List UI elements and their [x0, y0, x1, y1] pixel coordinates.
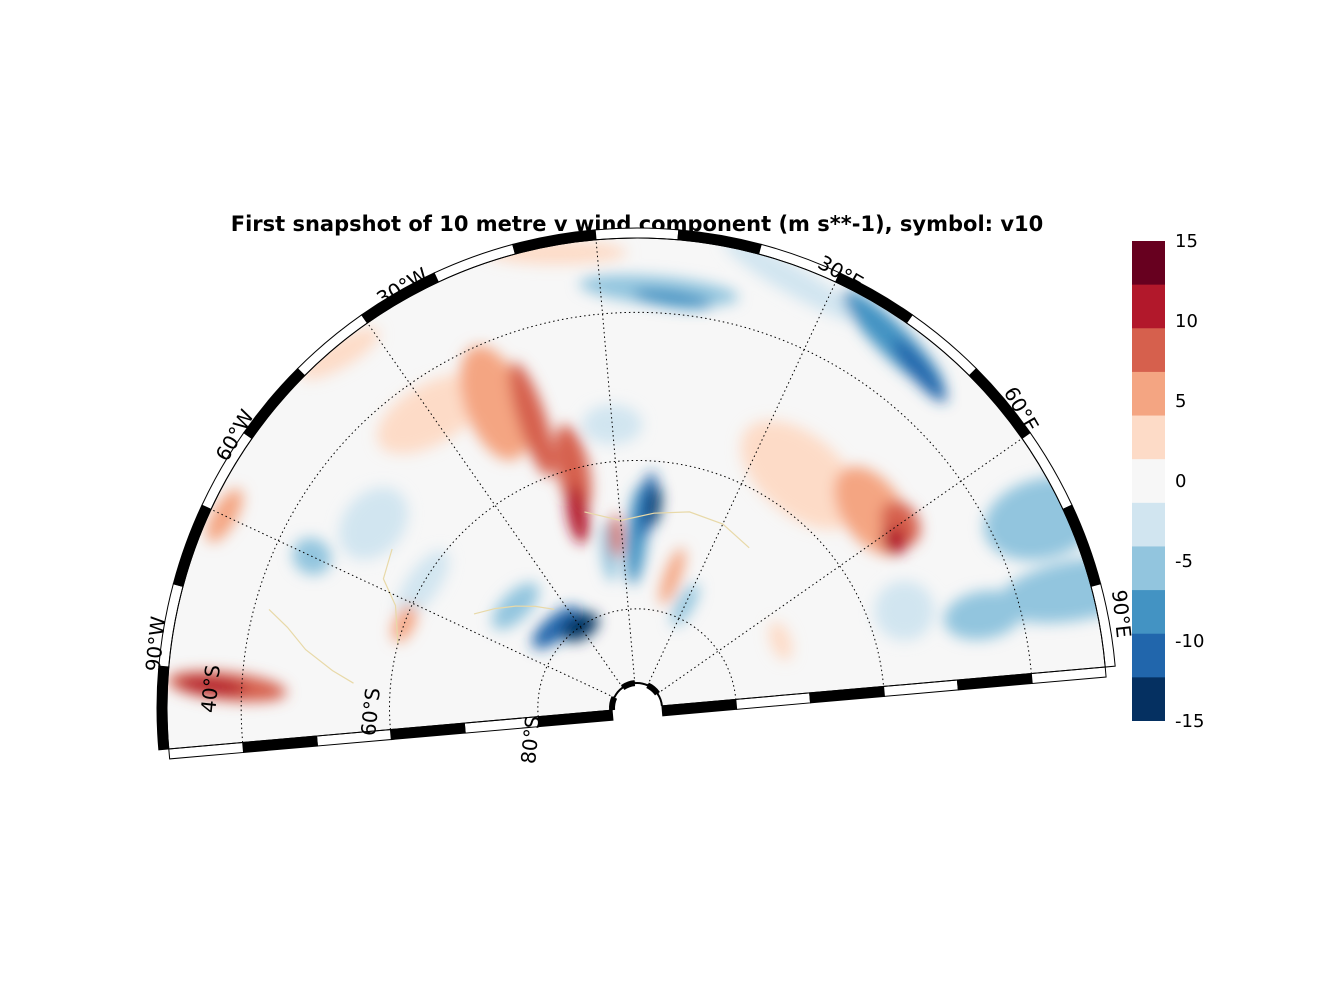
- colorbar-segment: [1132, 677, 1165, 721]
- field-patch: [566, 484, 589, 544]
- parallel: [240, 311, 1032, 743]
- field-patch: [943, 590, 1024, 640]
- field-patch: [881, 527, 907, 555]
- map-frame: [156, 227, 1116, 760]
- colorbar-segment: [1132, 546, 1165, 591]
- field-patch: [509, 362, 555, 477]
- field-patch: [671, 583, 700, 626]
- graticule: [210, 239, 1032, 743]
- field-patch: [633, 289, 713, 309]
- field-patch: [659, 548, 686, 605]
- colorbar-tick-5: 5: [1175, 391, 1187, 412]
- lat-label-80s: 80°S: [516, 715, 545, 765]
- field-patch: [648, 485, 662, 526]
- field-patch: [177, 676, 247, 695]
- colorbar-tick-m5: -5: [1175, 551, 1193, 572]
- lat-label-60s: 60°S: [356, 687, 385, 737]
- colorbar-segment: [1132, 415, 1165, 460]
- coastline: [473, 605, 555, 615]
- field-patch: [740, 420, 860, 530]
- field-patch: [893, 339, 947, 403]
- colorbar-segment: [1132, 502, 1165, 547]
- coastline: [584, 511, 750, 549]
- lon-label-90e: 90°E: [1107, 589, 1136, 639]
- lat-label-40s: 40°S: [196, 664, 225, 714]
- colorbar-segment: [1132, 590, 1165, 635]
- colorbar-segment: [1132, 459, 1165, 504]
- field-patch: [874, 580, 935, 641]
- colorbar-tick-m15: -15: [1175, 711, 1205, 732]
- colorbar-tick-10: 10: [1175, 311, 1198, 332]
- colorbar-tick-0: 0: [1175, 471, 1187, 492]
- field-patch: [768, 621, 793, 661]
- field-patch: [339, 487, 408, 560]
- coastline: [268, 608, 354, 684]
- parallel: [537, 608, 737, 717]
- colorbar-tick-m10: -10: [1175, 631, 1205, 652]
- wind-field: [167, 237, 1106, 749]
- field-patch: [723, 238, 863, 323]
- colorbar-segment: [1132, 241, 1165, 286]
- field-patch: [392, 604, 417, 643]
- field-patch: [396, 550, 450, 619]
- field-patch: [609, 514, 622, 558]
- lon-label-90w: 90°W: [141, 615, 171, 673]
- colorbar-segment: [1132, 328, 1165, 373]
- field-patch: [300, 328, 380, 380]
- colorbar: [1132, 241, 1165, 721]
- colorbar-segment: [1132, 633, 1165, 678]
- colorbar-tick-15: 15: [1175, 231, 1198, 252]
- colorbar-segment: [1132, 371, 1165, 417]
- colorbar-segment: [1132, 284, 1165, 329]
- field-patch: [582, 404, 643, 445]
- field-patch: [532, 606, 581, 649]
- field-patch: [997, 557, 1106, 623]
- field-patch: [206, 488, 243, 543]
- field-patch: [554, 424, 592, 514]
